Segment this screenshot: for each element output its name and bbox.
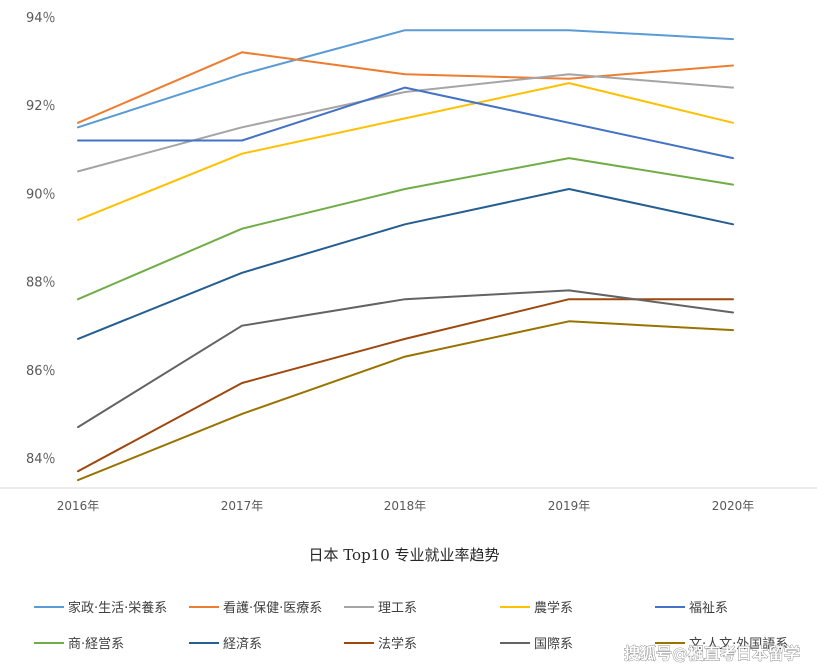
series-line xyxy=(77,86,734,160)
legend-item: 農学系 xyxy=(500,600,573,616)
series-line xyxy=(77,29,734,129)
legend-item: 国際系 xyxy=(500,637,573,652)
legend-item: 家政·生活·栄養系 xyxy=(34,600,167,616)
legend-label: 農学系 xyxy=(534,600,573,616)
legend-item: 法学系 xyxy=(344,636,417,652)
legend-label: 理工系 xyxy=(378,601,417,616)
legend-item: 経済系 xyxy=(189,636,262,652)
legend-label: 商·経営系 xyxy=(68,637,124,652)
legend-item: 理工系 xyxy=(344,601,417,616)
series-line xyxy=(77,82,734,221)
y-tick-label: 84％ xyxy=(26,452,56,467)
legend-label: 看護·保健·医療系 xyxy=(223,600,322,616)
legend-label: 福祉系 xyxy=(689,601,728,616)
legend-item: 福祉系 xyxy=(655,601,728,616)
legend-label: 法学系 xyxy=(378,636,417,652)
legend-label: 国際系 xyxy=(534,637,573,652)
legend-item: 看護·保健·医療系 xyxy=(189,600,322,616)
legend-label: 経済系 xyxy=(223,636,262,652)
legend-label: 文·人文·外国語系 xyxy=(689,636,788,652)
x-tick-label: 2019年 xyxy=(548,499,591,513)
y-tick-label: 88％ xyxy=(26,276,56,291)
series-line xyxy=(77,51,734,124)
chart-title: 日本 Top10 专业就业率趋势 xyxy=(308,546,499,564)
y-tick-label: 86％ xyxy=(26,364,56,379)
series-lines xyxy=(77,29,734,482)
legend-label: 家政·生活·栄養系 xyxy=(68,600,167,616)
legend-item: 商·経営系 xyxy=(34,637,124,652)
y-tick-label: 92％ xyxy=(26,99,56,114)
legend-item: 文·人文·外国語系 xyxy=(655,636,788,652)
x-tick-label: 2017年 xyxy=(221,499,264,513)
series-line xyxy=(77,188,734,340)
series-line xyxy=(77,157,734,301)
series-line xyxy=(77,289,734,429)
x-tick-label: 2018年 xyxy=(384,499,427,513)
x-axis-ticks: 2016年 2017年 2018年 2019年 2020年 xyxy=(57,499,755,513)
y-tick-label: 94％ xyxy=(26,11,56,26)
series-line xyxy=(77,320,734,482)
x-tick-label: 2020年 xyxy=(712,499,755,513)
series-line xyxy=(77,73,734,173)
series-line xyxy=(77,298,734,473)
x-tick-label: 2016年 xyxy=(57,499,100,513)
y-tick-label: 90％ xyxy=(26,187,56,202)
y-axis-ticks: 84％ 86％ 88％ 90％ 92％ 94％ xyxy=(26,11,56,467)
watermark: 搜狐号@襁直考日本留学 xyxy=(624,644,800,663)
